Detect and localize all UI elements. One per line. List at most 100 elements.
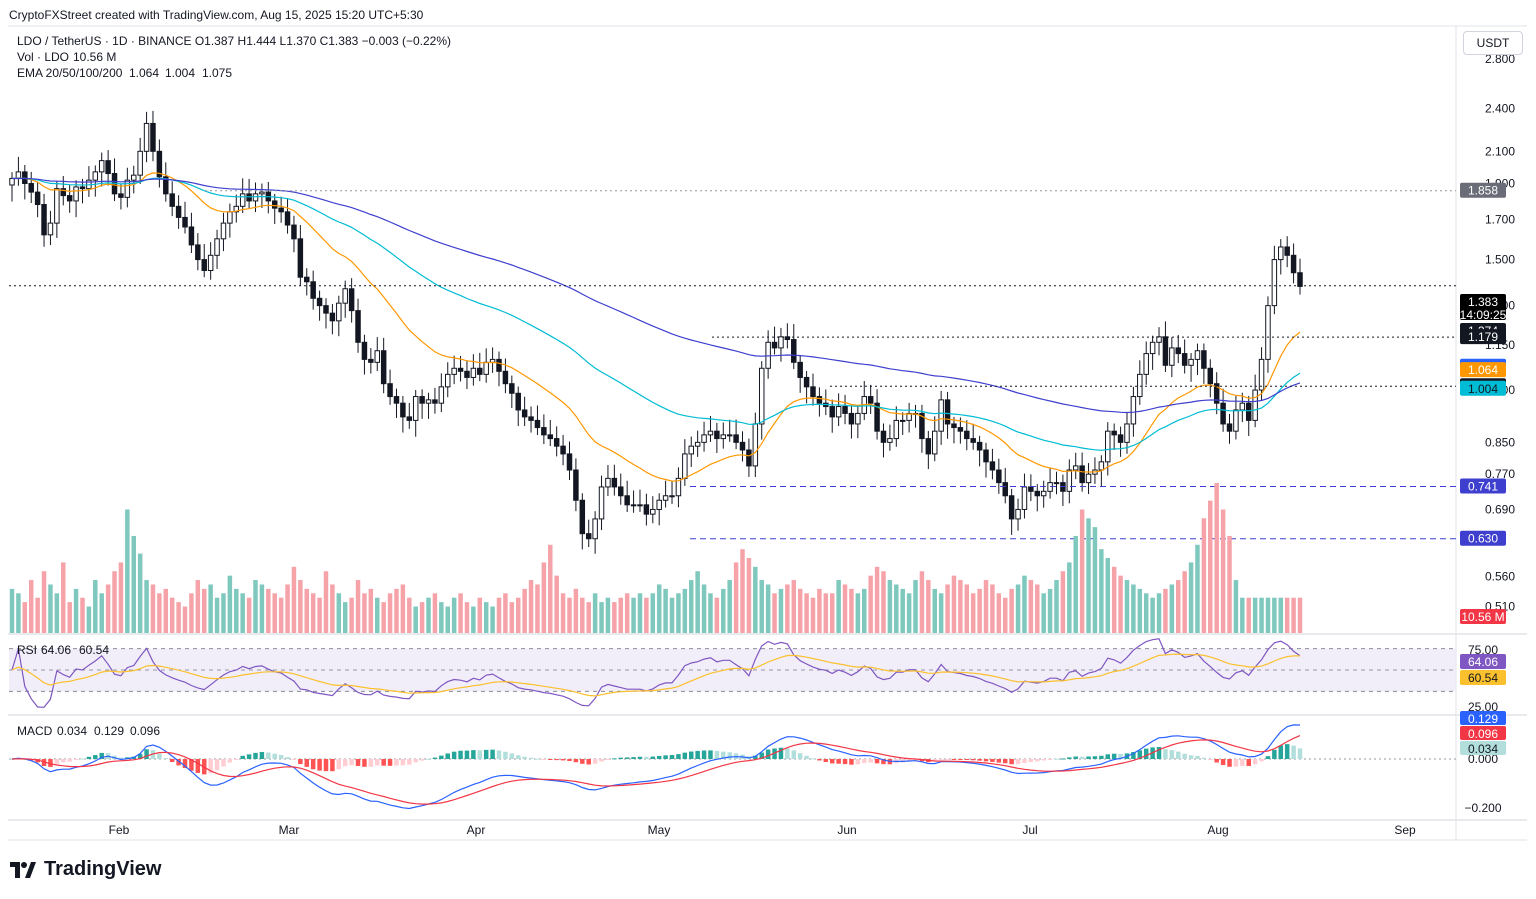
- volume-bar: [1060, 571, 1066, 633]
- macd-histogram-bar: [708, 750, 713, 759]
- macd-histogram-bar: [54, 759, 60, 764]
- macd-histogram-bar: [1009, 759, 1014, 765]
- macd-histogram-bar: [913, 759, 918, 761]
- volume-bar: [246, 597, 252, 633]
- candle-body: [1156, 336, 1162, 343]
- price-tick-label: 1.700: [1485, 212, 1515, 226]
- volume-bar: [253, 580, 258, 633]
- candle-body: [528, 416, 534, 421]
- volume-bar: [355, 580, 361, 633]
- volume-bar: [509, 602, 515, 633]
- candle-body: [150, 122, 156, 152]
- candle-body: [195, 244, 201, 261]
- volume-bar: [1047, 588, 1053, 633]
- macd-histogram-bar: [163, 758, 169, 760]
- volume-bar: [394, 588, 399, 633]
- candle-body: [515, 392, 521, 411]
- volume-bar: [1233, 580, 1239, 633]
- volume-bar: [778, 588, 784, 633]
- macd-histogram-bar: [829, 759, 835, 764]
- candle-body: [9, 177, 15, 186]
- legend-macd-hist-value: 0.034: [57, 724, 87, 738]
- rsi-axis-label-bg: [1460, 654, 1506, 669]
- candle-body: [598, 486, 605, 520]
- volume-bar: [663, 588, 668, 633]
- volume-bar: [387, 593, 393, 633]
- legend-symbol-ohlc: LDO / TetherUS · 1D · BINANCE O1.387 H1.…: [17, 34, 451, 48]
- macd-histogram-bar: [189, 759, 194, 771]
- volume-bar: [829, 593, 835, 633]
- candle-body: [201, 259, 207, 271]
- price-axis-label-text: 0.741: [1468, 480, 1498, 494]
- candle-body: [1201, 350, 1207, 369]
- macd-histogram-bar: [1265, 756, 1271, 759]
- candle-body: [989, 461, 996, 471]
- volume-bar: [54, 593, 60, 633]
- macd-histogram-bar: [1079, 756, 1085, 759]
- macd-histogram-bar: [407, 759, 412, 765]
- candle-body: [726, 434, 733, 437]
- currency-selector-button[interactable]: USDT: [1463, 31, 1523, 55]
- volume-bar: [727, 580, 732, 633]
- tradingview-logo[interactable]: TradingView: [10, 858, 161, 881]
- candle-body: [188, 226, 195, 246]
- volume-bar: [1291, 597, 1296, 633]
- candle-body: [1239, 402, 1246, 411]
- candle-body: [758, 367, 765, 425]
- macd-histogram-bar: [586, 759, 591, 765]
- volume-bar: [317, 597, 322, 633]
- volume-bar: [1002, 597, 1008, 633]
- price-tick-label: 0.770: [1485, 467, 1515, 481]
- candle-body: [816, 396, 823, 404]
- volume-bar: [278, 597, 284, 633]
- macd-histogram-bar: [471, 750, 476, 759]
- candle-body: [1265, 305, 1271, 360]
- volume-bar: [1054, 580, 1059, 633]
- volume-bar: [439, 602, 444, 633]
- volume-bar: [1092, 527, 1098, 633]
- price-axis-label-text: 1.179: [1468, 330, 1498, 344]
- macd-histogram-bar: [387, 759, 393, 766]
- volume-bar: [73, 588, 79, 633]
- candle-body: [842, 406, 848, 414]
- macd-histogram-bar: [714, 751, 720, 759]
- volume-bar: [9, 588, 15, 633]
- volume-bar: [823, 593, 829, 633]
- time-axis-label: May: [648, 823, 671, 837]
- candle-body: [34, 191, 41, 206]
- candle-body: [451, 367, 457, 375]
- candle-body: [1137, 373, 1143, 398]
- macd-histogram-bar: [1060, 758, 1066, 760]
- candle-body: [720, 434, 727, 440]
- volume-bar: [259, 584, 265, 633]
- candle-body: [137, 150, 143, 176]
- macd-histogram-bar: [1233, 759, 1239, 767]
- macd-histogram-bar: [964, 759, 970, 760]
- candle-body: [541, 427, 547, 436]
- macd-histogram-bar: [932, 759, 937, 762]
- candle-body: [368, 358, 374, 363]
- macd-histogram-bar: [67, 759, 72, 762]
- macd-histogram-bar: [1035, 759, 1040, 762]
- candle-body: [175, 205, 182, 218]
- volume-bar: [368, 588, 374, 633]
- candle-body: [400, 402, 406, 418]
- macd-histogram-bar: [1195, 755, 1200, 759]
- volume-bar: [1246, 597, 1251, 633]
- macd-histogram-bar: [1111, 753, 1117, 759]
- volume-bar: [746, 558, 752, 633]
- macd-histogram-bar: [1252, 759, 1258, 765]
- macd-histogram-bar: [1278, 745, 1284, 759]
- price-axis-label-text: 10.56 M: [1461, 610, 1504, 624]
- candle-body: [534, 419, 541, 429]
- candle-body: [701, 434, 707, 443]
- legend-volume-label: Vol · LDO: [17, 50, 69, 64]
- volume-bar: [214, 597, 220, 633]
- macd-histogram-bar: [1015, 759, 1021, 765]
- legend-macd-line-value: 0.129: [94, 724, 124, 738]
- macd-histogram-bar: [48, 759, 53, 767]
- candle-body: [887, 438, 893, 443]
- candle-body: [746, 449, 752, 467]
- macd-histogram-bar: [644, 756, 649, 759]
